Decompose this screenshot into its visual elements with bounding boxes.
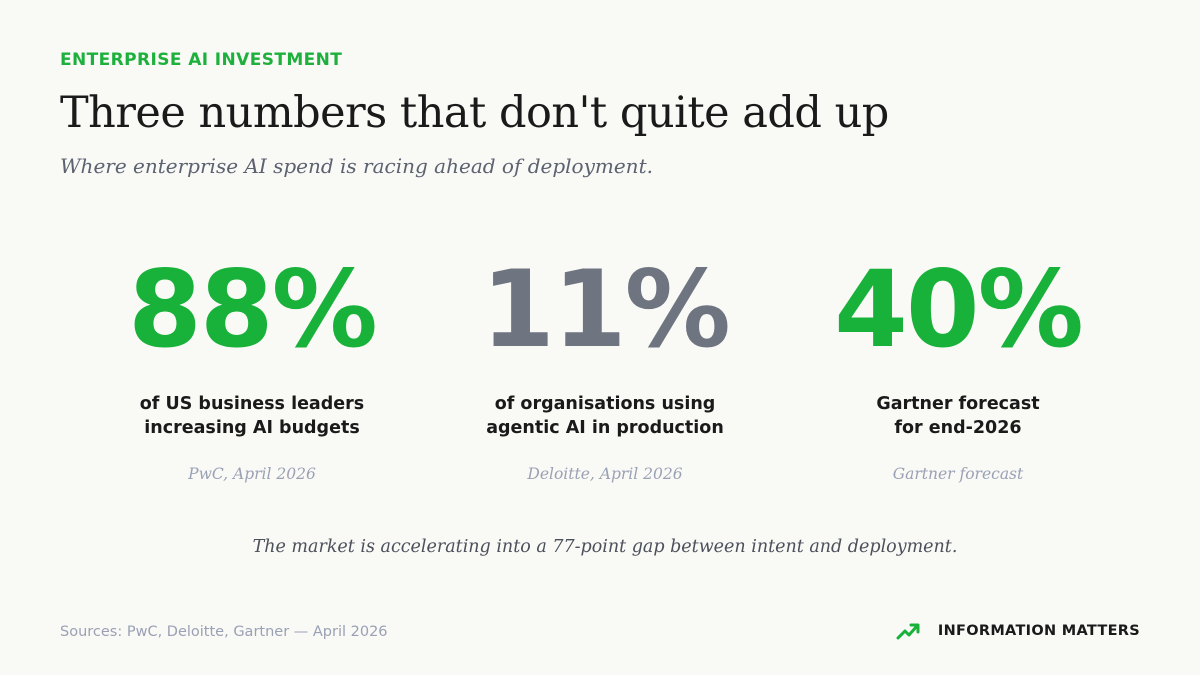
conclusion-text: The market is accelerating into a 77-poi… [252, 537, 958, 557]
stat-label-line: for end-2026 [894, 418, 1022, 438]
stat-card-pwc: 88% of US business leaders increasing AI… [82, 248, 422, 484]
stat-label-line: of organisations using [494, 394, 716, 414]
page-subtitle: Where enterprise AI spend is racing ahea… [60, 154, 653, 178]
stat-label-line: Gartner forecast [876, 394, 1040, 414]
stat-label: of US business leaders increasing AI bud… [82, 392, 422, 440]
trend-up-icon [896, 623, 920, 640]
stat-label: of organisations using agentic AI in pro… [435, 392, 775, 440]
stat-label-line: of US business leaders [139, 394, 365, 414]
stat-value: 11% [481, 248, 731, 371]
brand-name: INFORMATION MATTERS [937, 623, 1140, 639]
stat-value: 88% [128, 248, 378, 371]
stat-value: 40% [834, 248, 1084, 371]
stat-label-line: agentic AI in production [486, 418, 724, 438]
stat-source: PwC, April 2026 [188, 465, 316, 483]
brand-logo: INFORMATION MATTERS [896, 621, 1140, 641]
stat-source: Deloitte, April 2026 [527, 465, 683, 483]
stat-card-deloitte: 11% of organisations using agentic AI in… [435, 248, 775, 484]
stat-card-gartner: 40% Gartner forecast for end-2026 Gartne… [788, 248, 1128, 484]
eyebrow-label: ENTERPRISE AI INVESTMENT [60, 50, 343, 70]
stat-label-line: increasing AI budgets [144, 418, 360, 438]
stat-source: Gartner forecast [892, 465, 1024, 483]
sources-footnote: Sources: PwC, Deloitte, Gartner — April … [60, 624, 388, 640]
stat-label: Gartner forecast for end-2026 [788, 392, 1128, 440]
page-title: Three numbers that don't quite add up [60, 88, 889, 138]
